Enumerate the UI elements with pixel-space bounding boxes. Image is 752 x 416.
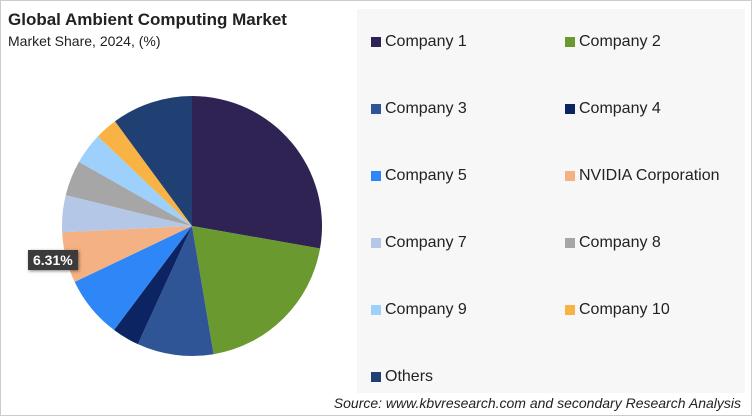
pie-slice-company-7 — [62, 195, 192, 233]
pie-slice-company-3 — [137, 226, 214, 356]
legend-label: Company 5 — [385, 167, 467, 184]
legend-swatch — [371, 305, 381, 315]
legend-swatch — [565, 305, 575, 315]
pie-slice-company-1 — [192, 96, 323, 249]
pie-slice-company-2 — [192, 226, 321, 355]
source-note: Source: www.kbvresearch.com and secondar… — [333, 395, 741, 411]
legend-label: Company 10 — [579, 301, 670, 318]
legend-swatch — [371, 372, 381, 382]
legend-item: Company 3 — [371, 100, 467, 118]
legend-label: Company 1 — [385, 33, 467, 50]
legend-label: Company 2 — [579, 33, 661, 50]
chart-title: Global Ambient Computing Market — [8, 10, 287, 29]
pie-slice-company-8 — [65, 161, 192, 226]
legend-label: Company 9 — [385, 301, 467, 318]
legend-label: Company 8 — [579, 234, 661, 251]
pie-slice-company-4 — [114, 226, 192, 345]
legend-swatch — [565, 104, 575, 114]
legend-swatch — [565, 238, 575, 248]
legend-item: Company 2 — [565, 33, 661, 51]
legend-swatch — [371, 171, 381, 181]
pie-slice-company-5 — [74, 226, 192, 331]
legend-item: Company 8 — [565, 234, 661, 252]
legend-label: Company 3 — [385, 100, 467, 117]
legend-label: Company 4 — [579, 100, 661, 117]
pie-slice-others — [115, 96, 192, 226]
legend-label: NVIDIA Corporation — [579, 167, 720, 184]
legend-item: NVIDIA Corporation — [565, 167, 720, 185]
legend-swatch — [371, 104, 381, 114]
legend-swatch — [565, 37, 575, 47]
legend-item: Company 4 — [565, 100, 661, 118]
pie-slice-company-9 — [78, 136, 192, 226]
legend-item: Company 7 — [371, 234, 467, 252]
legend-item: Company 10 — [565, 301, 670, 319]
legend-item: Company 9 — [371, 301, 467, 319]
legend-item: Company 1 — [371, 33, 467, 51]
legend-item: Others — [371, 368, 433, 386]
pie-chart — [62, 96, 323, 356]
pie-slice-nvidia-corporation — [62, 226, 192, 282]
legend-label: Others — [385, 368, 434, 385]
legend-item: Company 5 — [371, 167, 467, 185]
chart-subtitle: Market Share, 2024, (%) — [8, 33, 161, 49]
legend-label: Company 7 — [385, 234, 467, 251]
legend-swatch — [371, 37, 381, 47]
legend-swatch — [565, 171, 575, 181]
data-label-nvidia: 6.31% — [28, 250, 78, 270]
legend-swatch — [371, 238, 381, 248]
pie-slice-company-10 — [97, 121, 192, 226]
legend: Company 1 Company 2 Company 3 Company 4 Comp… — [357, 9, 745, 393]
